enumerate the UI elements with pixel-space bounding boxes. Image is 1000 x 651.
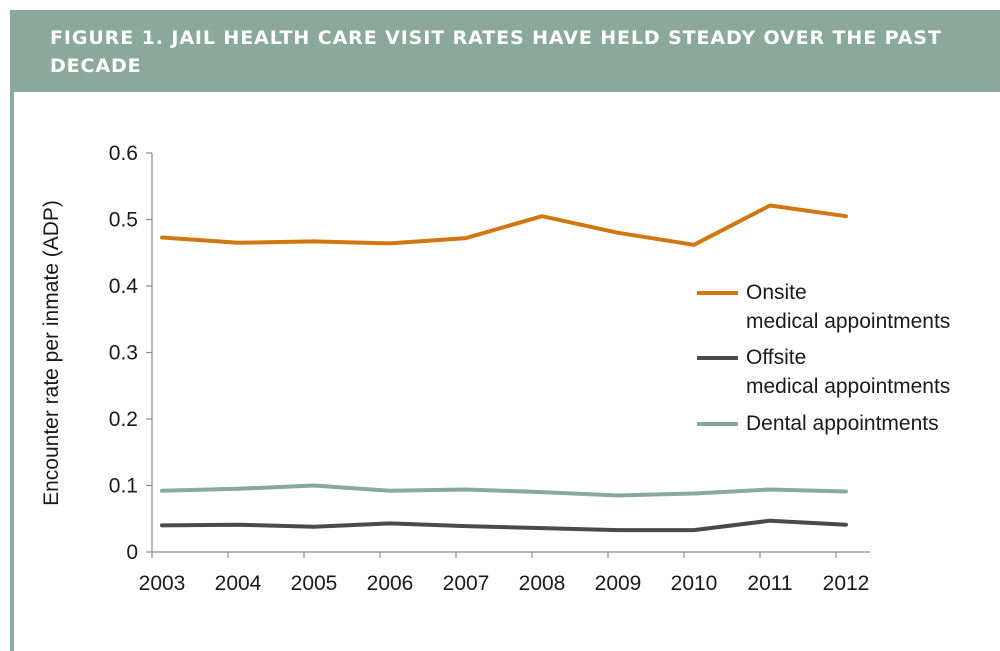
- figure-header: FIGURE 1. JAIL HEALTH CARE VISIT RATES H…: [10, 10, 1000, 92]
- y-tick-label: 0.3: [109, 342, 138, 365]
- x-tick-label: 2012: [823, 572, 870, 595]
- y-tick-labels: 0 0.1 0.2 0.3 0.4 0.5 0.6: [109, 142, 139, 564]
- x-tick-label: 2011: [747, 572, 792, 595]
- x-tick-label: 2007: [443, 572, 490, 595]
- chart-legend: Onsite medical appointments Offsite medical…: [697, 281, 950, 435]
- y-tick-label: 0.1: [109, 475, 138, 498]
- x-tick-label: 2009: [595, 572, 642, 595]
- series-lines: [160, 203, 848, 533]
- x-tick-label: 2008: [519, 572, 566, 595]
- legend-label-0: medical appointments: [746, 310, 950, 333]
- y-tick-label: 0: [126, 541, 138, 564]
- x-tick-label: 2006: [367, 572, 414, 595]
- x-tick-label: 2003: [139, 572, 186, 595]
- y-tick-label: 0.4: [109, 275, 139, 298]
- series-line-0: [160, 203, 848, 247]
- legend-label-2: Dental appointments: [746, 412, 939, 435]
- y-tick-label: 0.6: [109, 142, 138, 165]
- figure-title: FIGURE 1. JAIL HEALTH CARE VISIT RATES H…: [50, 27, 942, 77]
- y-tick-label: 0.2: [109, 408, 138, 431]
- x-tick-label: 2004: [215, 572, 262, 595]
- legend-label-0: Onsite: [746, 281, 807, 304]
- y-axis-title: Encounter rate per inmate (ADP): [40, 200, 63, 506]
- x-tick-label: 2005: [291, 572, 338, 595]
- figure-left-rule: [10, 92, 14, 651]
- x-tick-label: 2010: [671, 572, 718, 595]
- chart-axes: [146, 152, 870, 558]
- y-tick-label: 0.5: [109, 209, 138, 232]
- series-line-2: [160, 483, 848, 498]
- legend-label-1: Offsite: [746, 346, 806, 369]
- legend-label-1: medical appointments: [746, 375, 950, 398]
- series-line-1: [160, 518, 848, 533]
- x-tick-labels: 2003 2004 2005 2006 2007 2008 2009 2010 2011 2012: [139, 572, 870, 595]
